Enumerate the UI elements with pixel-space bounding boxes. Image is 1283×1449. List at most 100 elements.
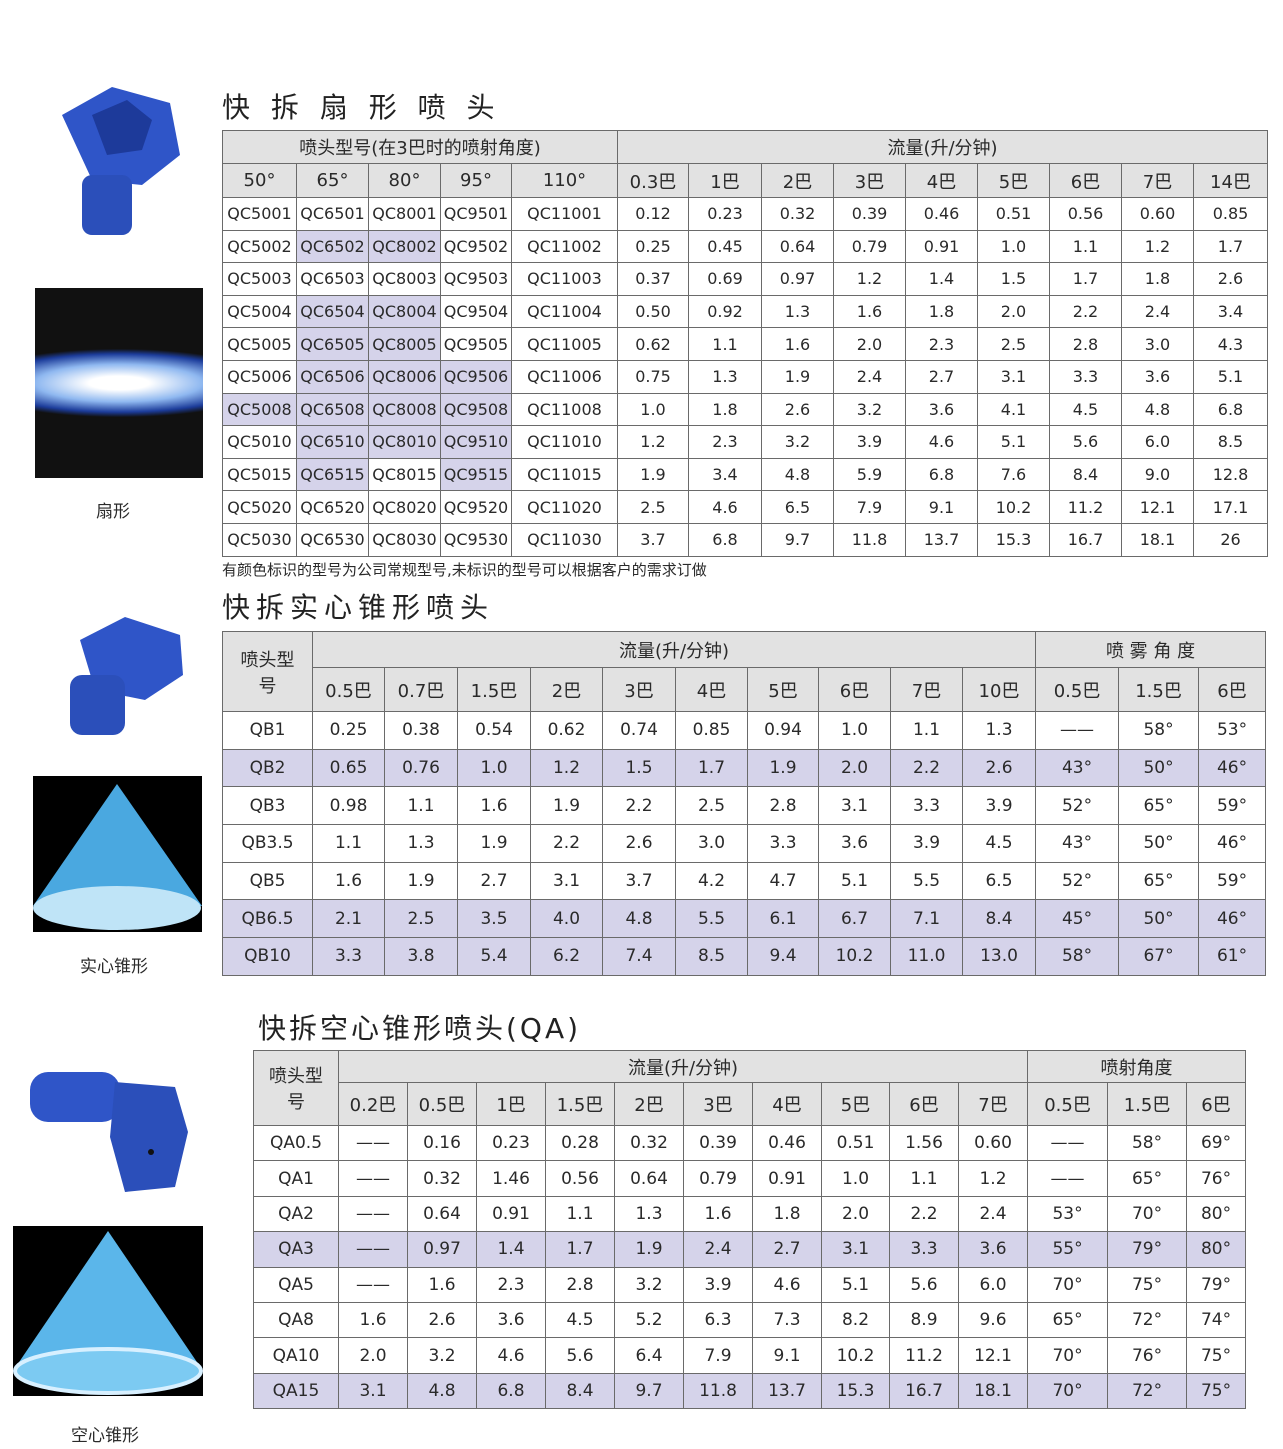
model-cell: QC11003 bbox=[511, 262, 618, 296]
flow-cell: 3.2 bbox=[614, 1266, 684, 1303]
pressure-header: 6巴 bbox=[1049, 163, 1122, 198]
flow-cell: 1.7 bbox=[675, 748, 748, 788]
angle-cell: —— bbox=[1035, 711, 1120, 750]
flow-cell: 0.25 bbox=[617, 229, 689, 264]
flow-cell: 5.5 bbox=[675, 899, 748, 939]
flow-cell: 0.74 bbox=[602, 711, 676, 750]
flow-cell: 0.62 bbox=[617, 327, 689, 361]
angle-cell: 75° bbox=[1186, 1337, 1247, 1374]
flow-cell: 1.1 bbox=[890, 711, 963, 750]
flow-cell: 1.1 bbox=[889, 1160, 959, 1197]
model-cell: QA10 bbox=[253, 1337, 339, 1374]
flow-cell: 3.6 bbox=[905, 392, 978, 427]
flow-cell: 2.8 bbox=[747, 786, 819, 826]
flow-cell: 1.3 bbox=[614, 1195, 684, 1233]
flow-cell: 0.32 bbox=[614, 1124, 684, 1162]
flow-cell: 1.2 bbox=[617, 425, 689, 459]
flow-cell: 0.65 bbox=[312, 748, 385, 788]
flow-cell: 2.3 bbox=[476, 1266, 546, 1303]
angle-cell: 65° bbox=[1027, 1301, 1109, 1339]
flow-cell: 1.46 bbox=[476, 1160, 546, 1197]
model-cell: QC5008 bbox=[222, 392, 297, 427]
pressure-header: 7巴 bbox=[890, 667, 963, 712]
flow-cell: —— bbox=[338, 1266, 408, 1303]
flow-cell: 6.5 bbox=[961, 861, 1037, 901]
flow-cell: 3.4 bbox=[688, 457, 762, 492]
pressure-header: 1.5巴 bbox=[545, 1082, 615, 1126]
flow-cell: —— bbox=[338, 1160, 408, 1197]
model-header: 喷头型号 bbox=[253, 1050, 339, 1126]
flow-cell: 6.5 bbox=[761, 490, 834, 524]
model-cell: QC11015 bbox=[511, 457, 618, 492]
pressure-header: 3巴 bbox=[602, 667, 676, 712]
table-row: QB6.5 2.1 2.5 3.5 4.0 4.8 5.5 6.1 6.7 7.1 8.4 45° 50… bbox=[222, 899, 1267, 939]
model-cell: QC9504 bbox=[440, 294, 512, 329]
flow-cell: 2.2 bbox=[602, 786, 676, 826]
flow-cell: 0.46 bbox=[905, 197, 978, 231]
flow-cell: 7.9 bbox=[683, 1337, 753, 1374]
table-row: QA1 —— 0.32 1.46 0.56 0.64 0.79 0.91 1.0 1.1 1.2 ——… bbox=[253, 1160, 1247, 1197]
model-cell: QC9505 bbox=[440, 327, 512, 361]
flow-cell: 0.32 bbox=[761, 197, 834, 231]
flow-cell: 15.3 bbox=[977, 522, 1050, 557]
pressure-header: 7巴 bbox=[1121, 163, 1194, 198]
flow-cell: 3.9 bbox=[890, 824, 963, 863]
flow-cell: 4.0 bbox=[530, 899, 603, 939]
hollow-cone-nozzle-image bbox=[25, 1062, 190, 1195]
flow-cell: 4.8 bbox=[407, 1372, 477, 1410]
flow-cell: 8.4 bbox=[545, 1372, 615, 1410]
flow-cell: 0.64 bbox=[614, 1160, 684, 1197]
flow-cell: 1.6 bbox=[683, 1195, 753, 1233]
flow-cell: 16.7 bbox=[1049, 522, 1122, 557]
flow-cell: 0.23 bbox=[476, 1124, 546, 1162]
model-cell: QA5 bbox=[253, 1266, 339, 1303]
pressure-header: 5巴 bbox=[821, 1082, 890, 1126]
pressure-header: 2巴 bbox=[761, 163, 834, 198]
fan-note: 有颜色标识的型号为公司常规型号,未标识的型号可以根据客户的需求订做 bbox=[222, 561, 707, 579]
angle-cell: 46° bbox=[1198, 824, 1267, 863]
flow-cell: 6.0 bbox=[1121, 425, 1194, 459]
flow-cell: 9.7 bbox=[614, 1372, 684, 1410]
angle-cell: 53° bbox=[1198, 711, 1267, 750]
flow-cell: 1.5 bbox=[602, 748, 676, 788]
flow-cell: 2.3 bbox=[905, 327, 978, 361]
flow-cell: 4.6 bbox=[688, 490, 762, 524]
flow-cell: 2.0 bbox=[818, 748, 891, 788]
model-cell: QB2 bbox=[222, 748, 313, 788]
model-cell: QC11010 bbox=[511, 425, 618, 459]
flow-cell: 2.2 bbox=[530, 824, 603, 863]
table-row: QC5002 QC6502 QC8002 QC9502 QC11002 0.25 0.45 0… bbox=[222, 229, 1269, 264]
angle-header: 80° bbox=[368, 163, 441, 198]
model-cell: QC11020 bbox=[511, 490, 618, 524]
model-cell: QC6506 bbox=[296, 359, 369, 394]
table-row: QB10 3.3 3.8 5.4 6.2 7.4 8.5 9.4 10.2 11.0 13.0 58°… bbox=[222, 937, 1267, 976]
pressure-header: 0.2巴 bbox=[338, 1082, 408, 1126]
full-cone-table: 喷头型号 流量(升/分钟) 喷 雾 角 度 0.5巴 0.7巴 1.5巴 2巴 3巴 4巴 5巴 6… bbox=[222, 631, 1267, 976]
model-cell: QC5005 bbox=[222, 327, 297, 361]
angle-cell: 58° bbox=[1118, 711, 1200, 750]
flow-cell: 2.7 bbox=[752, 1231, 822, 1268]
table-row: QB1 0.25 0.38 0.54 0.62 0.74 0.85 0.94 1.0 1.1 1.3… bbox=[222, 711, 1267, 750]
flow-cell: 1.6 bbox=[457, 786, 531, 826]
flow-cell: 7.9 bbox=[833, 490, 906, 524]
flow-cell: 0.56 bbox=[1049, 197, 1122, 231]
model-cell: QB5 bbox=[222, 861, 313, 901]
flow-cell: 10.2 bbox=[821, 1337, 890, 1374]
angle-pressure-header: 1.5巴 bbox=[1107, 1082, 1188, 1126]
model-cell: QA15 bbox=[253, 1372, 339, 1410]
flow-cell: 5.1 bbox=[977, 425, 1050, 459]
table-row: QC5006 QC6506 QC8006 QC9506 QC11006 0.75 1.3 1.… bbox=[222, 359, 1269, 394]
flow-cell: 1.7 bbox=[1049, 262, 1122, 296]
flow-cell: 11.2 bbox=[889, 1337, 959, 1374]
model-cell: QC11006 bbox=[511, 359, 618, 394]
flow-cell: 2.3 bbox=[688, 425, 762, 459]
fan-title: 快 拆 扇 形 喷 头 bbox=[222, 91, 501, 124]
flow-cell: 0.79 bbox=[833, 229, 906, 264]
flow-cell: 6.2 bbox=[530, 937, 603, 976]
flow-cell: 15.3 bbox=[821, 1372, 890, 1410]
angle-header: 50° bbox=[222, 163, 297, 198]
table-row: QB2 0.65 0.76 1.0 1.2 1.5 1.7 1.9 2.0 2.2 2.6 43° 50… bbox=[222, 748, 1267, 788]
model-cell: QC5004 bbox=[222, 294, 297, 329]
flow-cell: 5.6 bbox=[1049, 425, 1122, 459]
model-cell: QC9530 bbox=[440, 522, 512, 557]
